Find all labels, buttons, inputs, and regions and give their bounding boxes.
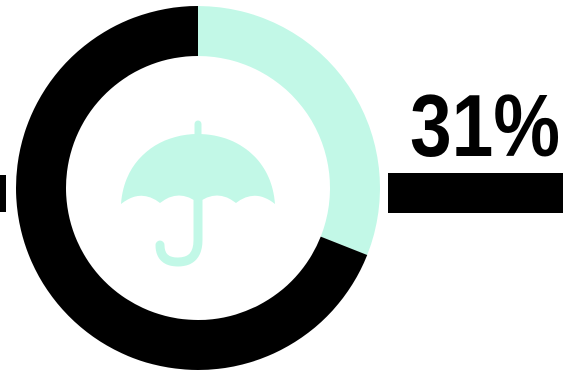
umbrella-icon (121, 120, 275, 267)
left-tick-bar (0, 175, 6, 212)
percentage-label: 31% (410, 76, 560, 175)
donut-ring (16, 6, 380, 370)
right-bar (388, 173, 563, 213)
donut-slice-0 (198, 6, 380, 255)
